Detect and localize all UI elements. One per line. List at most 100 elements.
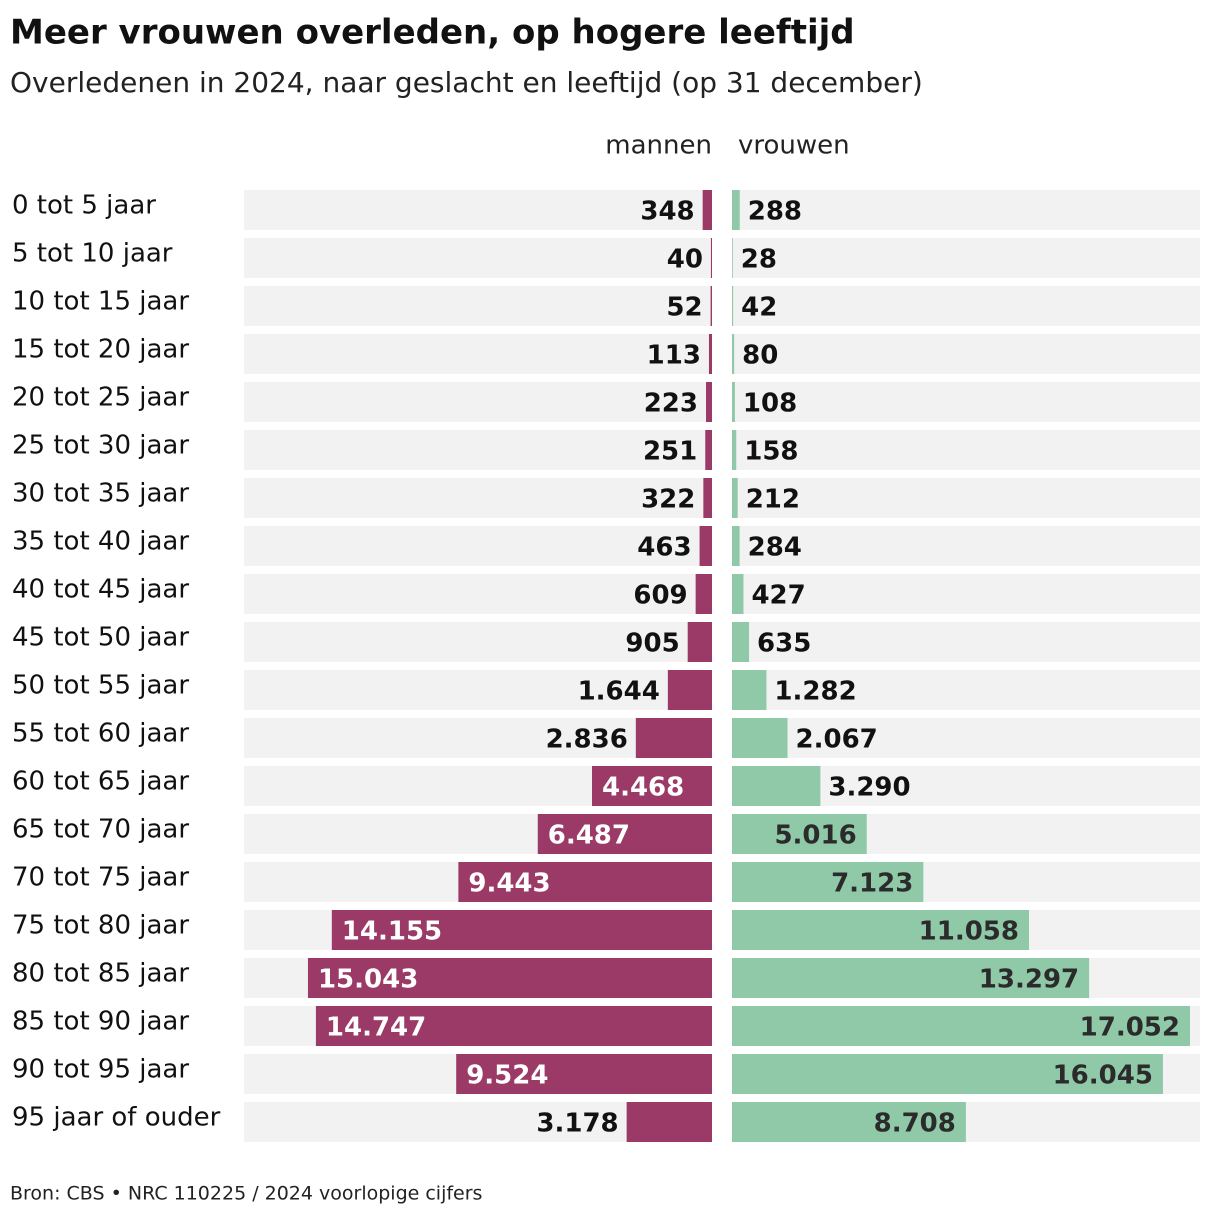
row-background bbox=[244, 334, 712, 374]
category-label: 50 tot 55 jaar bbox=[12, 671, 189, 701]
row-background bbox=[732, 430, 1200, 470]
value-label: 7.123 bbox=[831, 869, 913, 899]
bar bbox=[732, 334, 735, 374]
row-background bbox=[732, 382, 1200, 422]
bar bbox=[456, 1054, 712, 1094]
value-label: 108 bbox=[743, 389, 797, 419]
row-background bbox=[244, 670, 712, 710]
category-label: 10 tot 15 jaar bbox=[12, 287, 189, 317]
row-background bbox=[244, 382, 712, 422]
value-label: 1.282 bbox=[774, 677, 856, 707]
value-label: 158 bbox=[744, 437, 798, 467]
bar bbox=[732, 478, 738, 518]
bar bbox=[732, 286, 734, 326]
value-label: 52 bbox=[666, 293, 702, 323]
bar bbox=[732, 718, 788, 758]
category-label: 0 tot 5 jaar bbox=[12, 191, 156, 221]
value-label: 42 bbox=[741, 293, 777, 323]
bar bbox=[732, 430, 737, 470]
value-label: 4.468 bbox=[602, 773, 684, 803]
value-label: 463 bbox=[637, 533, 691, 563]
row-background bbox=[732, 238, 1200, 278]
category-label: 65 tot 70 jaar bbox=[12, 815, 189, 845]
chart-title: Meer vrouwen overleden, op hogere leefti… bbox=[10, 13, 855, 53]
bar bbox=[667, 670, 712, 710]
bar bbox=[687, 622, 712, 662]
bar bbox=[710, 238, 712, 278]
value-label: 13.297 bbox=[979, 965, 1079, 995]
row-background bbox=[732, 478, 1200, 518]
bar bbox=[331, 910, 712, 950]
value-label: 288 bbox=[748, 197, 802, 227]
bar bbox=[699, 526, 712, 566]
category-label: 85 tot 90 jaar bbox=[12, 1007, 189, 1037]
bar bbox=[695, 574, 712, 614]
category-label: 45 tot 50 jaar bbox=[12, 623, 189, 653]
bar bbox=[703, 478, 712, 518]
bar bbox=[732, 814, 867, 854]
value-label: 1.644 bbox=[578, 677, 660, 707]
bar bbox=[732, 622, 750, 662]
bar bbox=[732, 1054, 1163, 1094]
row-background bbox=[244, 718, 712, 758]
bar bbox=[732, 526, 740, 566]
category-label: 5 tot 10 jaar bbox=[12, 239, 173, 269]
bar bbox=[732, 238, 733, 278]
bar bbox=[458, 862, 712, 902]
value-label: 9.524 bbox=[466, 1061, 548, 1091]
bar bbox=[732, 190, 740, 230]
bar bbox=[732, 1102, 966, 1142]
category-label: 35 tot 40 jaar bbox=[12, 527, 189, 557]
value-label: 2.836 bbox=[546, 725, 628, 755]
row-background bbox=[244, 574, 712, 614]
value-label: 15.043 bbox=[318, 965, 418, 995]
category-label: 55 tot 60 jaar bbox=[12, 719, 189, 749]
category-label: 70 tot 75 jaar bbox=[12, 863, 189, 893]
row-background bbox=[732, 190, 1200, 230]
value-label: 284 bbox=[748, 533, 802, 563]
value-label: 322 bbox=[641, 485, 695, 515]
value-label: 635 bbox=[757, 629, 811, 659]
category-label: 40 tot 45 jaar bbox=[12, 575, 189, 605]
category-label: 60 tot 65 jaar bbox=[12, 767, 189, 797]
row-background bbox=[732, 526, 1200, 566]
value-label: 3.178 bbox=[536, 1109, 618, 1139]
bar bbox=[710, 286, 712, 326]
bar bbox=[626, 1102, 712, 1142]
bar bbox=[732, 382, 735, 422]
value-label: 223 bbox=[644, 389, 698, 419]
bar bbox=[705, 430, 712, 470]
value-label: 212 bbox=[746, 485, 800, 515]
value-label: 609 bbox=[633, 581, 687, 611]
value-label: 80 bbox=[742, 341, 778, 371]
row-background bbox=[244, 430, 712, 470]
value-label: 251 bbox=[643, 437, 697, 467]
value-label: 905 bbox=[625, 629, 679, 659]
row-background bbox=[244, 526, 712, 566]
chart-subtitle: Overledenen in 2024, naar geslacht en le… bbox=[10, 66, 923, 99]
legend-entry: vrouwen bbox=[738, 131, 850, 161]
row-background bbox=[244, 238, 712, 278]
row-background bbox=[732, 622, 1200, 662]
value-label: 9.443 bbox=[468, 869, 550, 899]
legend-entry: mannen bbox=[605, 131, 712, 161]
value-label: 3.290 bbox=[828, 773, 910, 803]
row-background bbox=[732, 670, 1200, 710]
category-label: 95 jaar of ouder bbox=[12, 1103, 221, 1133]
value-label: 28 bbox=[741, 245, 777, 275]
bar bbox=[732, 958, 1090, 998]
row-background bbox=[732, 334, 1200, 374]
bar bbox=[732, 910, 1030, 950]
value-label: 113 bbox=[647, 341, 701, 371]
value-label: 5.016 bbox=[774, 821, 856, 851]
row-background bbox=[244, 286, 712, 326]
bar bbox=[732, 670, 767, 710]
bar bbox=[307, 958, 712, 998]
bar bbox=[537, 814, 712, 854]
row-background bbox=[732, 574, 1200, 614]
value-label: 427 bbox=[751, 581, 805, 611]
bar bbox=[732, 862, 924, 902]
value-label: 40 bbox=[667, 245, 703, 275]
row-background bbox=[244, 622, 712, 662]
